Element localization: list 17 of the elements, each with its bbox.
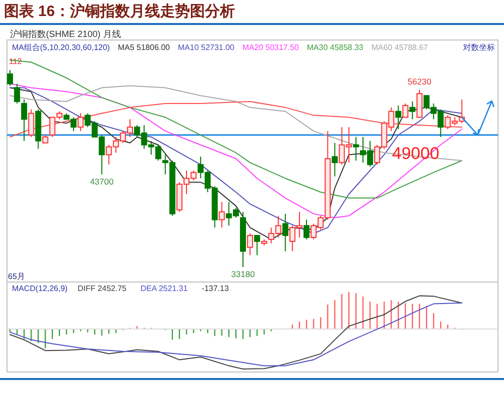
chart-title: MACD(12,26,9) bbox=[12, 284, 68, 293]
annotation: -137.13 bbox=[202, 284, 230, 293]
text: MA10 52731.00 bbox=[178, 43, 235, 52]
text: DIFF 2452.75 bbox=[78, 284, 128, 293]
text: MA20 50317.50 bbox=[242, 43, 300, 52]
text: DEA 2521.31 bbox=[140, 284, 188, 293]
chart-subtitle: 沪铜指数(SHME 2100) 月线 bbox=[10, 29, 122, 39]
chart-title: 图表 16：沪铜指数月线走势图分析 bbox=[4, 2, 235, 20]
text: 对数坐标 bbox=[463, 43, 495, 52]
annotation: 56230 bbox=[408, 76, 432, 87]
annotation: 33180 bbox=[231, 269, 256, 279]
text: MA30 45858.33 bbox=[306, 43, 364, 52]
text: MA5 51806.00 bbox=[118, 43, 170, 52]
text: MA组合(5,10,20,30,60,120) bbox=[12, 43, 110, 52]
annotation: 43700 bbox=[90, 176, 114, 186]
text: 65月 bbox=[8, 272, 25, 281]
text: MA60 45788.67 bbox=[371, 43, 428, 52]
